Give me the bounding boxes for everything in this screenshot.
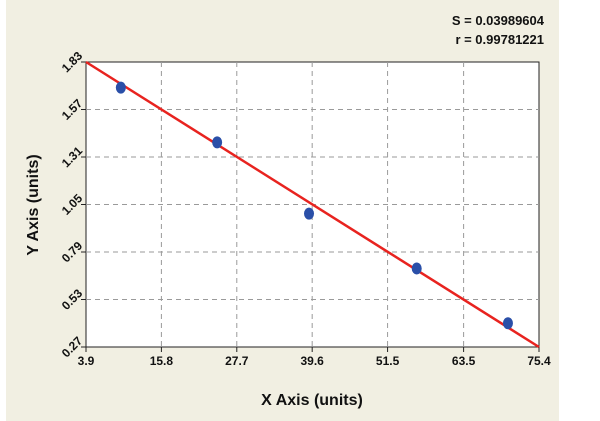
y-axis-title: Y Axis (units): [25, 154, 42, 255]
s-statistic: S = 0.03989604: [451, 13, 544, 28]
x-tick-label: 63.5: [452, 354, 476, 368]
x-tick-label: 51.5: [376, 354, 400, 368]
tick-marks: [81, 61, 540, 352]
x-tick-label: 75.4: [527, 354, 551, 368]
fit-line-group: [85, 60, 540, 349]
y-tick-label: 1.05: [59, 191, 86, 218]
r-statistic: r = 0.99781221: [455, 32, 544, 47]
fit-line: [85, 60, 540, 349]
x-axis-title: X Axis (units): [261, 392, 363, 409]
y-tick-label: 1.57: [59, 96, 86, 123]
data-point: [212, 136, 223, 149]
y-tick-label: 1.83: [59, 49, 86, 76]
x-tick-label: 3.9: [78, 354, 95, 368]
x-tick-label: 39.6: [301, 354, 325, 368]
y-tick-labels: 1.831.571.311.050.790.530.27: [59, 49, 86, 361]
data-point: [502, 317, 513, 330]
data-point: [115, 81, 126, 94]
x-tick-label: 15.8: [150, 354, 174, 368]
fit-statistics: S = 0.03989604 r = 0.99781221: [452, 11, 544, 49]
x-tick-labels: 3.9 15.8 27.7 39.6 51.5 63.5 75.4: [78, 354, 551, 368]
y-tick-label: 0.79: [59, 239, 86, 266]
data-points: [115, 81, 513, 330]
y-tick-label: 1.31: [59, 144, 86, 171]
x-tick-label: 27.7: [225, 354, 249, 368]
data-point: [411, 262, 422, 275]
y-tick-label: 0.53: [59, 286, 86, 313]
data-point: [304, 207, 315, 220]
